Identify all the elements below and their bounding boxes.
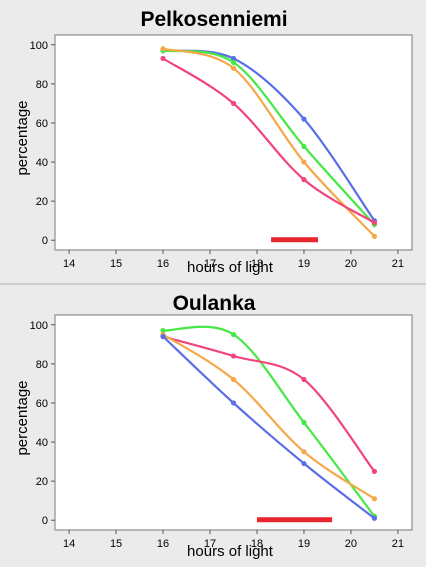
y-tick-label: 80 [36,359,48,371]
data-point [160,55,166,62]
data-point [301,419,307,426]
data-point [230,353,237,359]
data-point [230,65,237,71]
x-tick-label: 18 [251,258,263,270]
x-tick-label: 21 [392,258,404,270]
x-tick-label: 16 [157,538,169,550]
x-axis-label: hours of light [187,543,274,560]
x-tick-label: 17 [204,258,216,270]
data-point [301,449,307,455]
chart-panel-pelkosenniemi: Pelkosenniemi 0 20 40 60 80 100 14 15 16 17 18 19 20… [0,8,426,285]
y-tick-label: 40 [36,437,48,449]
data-point [301,177,307,183]
data-point [160,328,166,334]
x-tick-label: 19 [298,538,310,550]
series-line [161,57,376,224]
x-tick-label: 16 [157,258,169,270]
y-tick-label: 100 [30,40,48,52]
data-point [230,59,237,65]
y-tick-label: 60 [36,118,48,130]
y-tick-label: 20 [36,476,48,488]
series-line [161,335,376,473]
data-point [230,100,237,107]
data-point [301,376,307,383]
data-point [230,55,237,62]
x-axis-label: hours of light [187,259,274,276]
data-point [160,46,166,52]
y-tick-label: 80 [36,79,48,91]
x-tick-label: 17 [204,538,216,550]
chart-title: Pelkosenniemi [140,8,287,31]
x-tick-label: 20 [345,538,357,550]
chart-oulanka: Oulanka 0 20 40 60 80 100 14 15 16 17 18 19 20 21 hou… [14,292,413,560]
series-line [161,333,376,500]
x-tick-label: 14 [63,258,75,270]
y-axis-label: percentage [14,100,31,175]
series-line [161,325,376,518]
plot-area [54,314,413,531]
data-point [301,460,307,467]
x-tick-label: 15 [110,258,122,270]
x-tick-label: 19 [298,258,310,270]
light-period-bar [256,517,333,523]
chart-panel-oulanka: Oulanka 0 20 40 60 80 100 14 15 16 17 18 19 20 21 hou… [0,285,426,567]
data-point [371,233,378,239]
chart-title: Oulanka [173,292,256,315]
x-tick-label: 20 [345,258,357,270]
data-point [371,468,378,474]
data-point [371,220,378,226]
data-point [371,515,378,521]
x-tick-label: 15 [110,538,122,550]
data-point [301,116,307,122]
chart-pelkosenniemi: Pelkosenniemi 0 20 40 60 80 100 14 15 16 17 18 19 20… [14,8,413,276]
y-axis-label: percentage [14,380,31,455]
data-point [230,400,237,406]
y-tick-label: 20 [36,196,48,208]
data-point [230,376,237,383]
y-tick-label: 100 [30,320,48,332]
series-line [161,335,376,520]
light-period-bar [271,237,319,243]
data-point [160,333,166,340]
data-point [301,143,307,150]
x-tick-label: 14 [63,538,75,550]
series-line [161,49,376,226]
data-point [301,159,307,165]
y-tick-label: 60 [36,398,48,410]
data-point [230,331,237,338]
y-tick-label: 40 [36,157,48,169]
x-tick-label: 21 [392,538,404,550]
x-tick-label: 18 [251,538,263,550]
y-tick-label: 0 [42,515,48,527]
y-tick-label: 0 [42,235,48,247]
data-point [371,496,378,502]
